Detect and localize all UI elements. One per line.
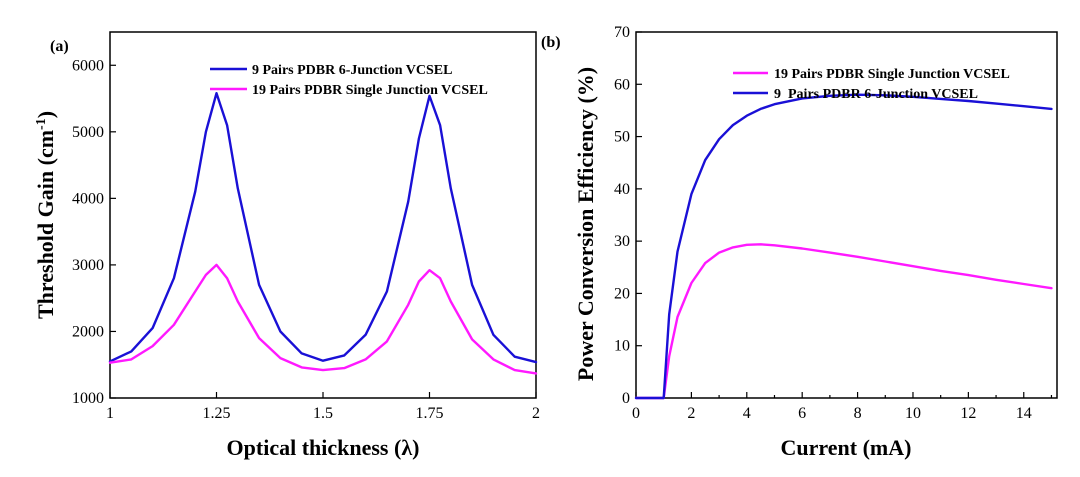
y-tick-label-b-2: 20: [614, 285, 630, 302]
y-tick-label-a-0: 1000: [72, 390, 104, 407]
x-tick-label-a-3: 1.75: [416, 405, 444, 422]
x-tick-label-b-6: 12: [960, 405, 976, 422]
plot-frame-b: [635, 31, 1058, 399]
y-axis-title-a-end: ): [33, 111, 58, 118]
series-line-a-1: [108, 263, 538, 375]
y-tick-label-a-5: 6000: [72, 57, 104, 74]
y-tick-label-b-7: 70: [614, 24, 630, 41]
y-axis-title-a: Threshold Gain (cm-1): [33, 111, 58, 319]
x-tick-label-b-1: 2: [687, 405, 695, 422]
y-tick-label-b-5: 50: [614, 129, 630, 146]
y-axis-title-a-sup: -1: [34, 118, 49, 130]
panel-label-b: (b): [541, 34, 561, 51]
legend-a: 9 Pairs PDBR 6-Junction VCSEL 19 Pairs PD…: [210, 63, 488, 98]
y-tick-label-b-6: 60: [614, 76, 630, 93]
x-tick-label-a-1: 1.25: [203, 405, 231, 422]
panel-label-a: (a): [50, 38, 69, 55]
legend-b: 19 Pairs PDBR Single Junction VCSEL 9 Pai…: [733, 67, 1010, 102]
legend-label-b-0: 19 Pairs PDBR Single Junction VCSEL: [774, 67, 1010, 82]
y-tick-label-b-1: 10: [614, 338, 630, 355]
x-tick-label-b-7: 14: [1016, 405, 1032, 422]
ticks-a: 1 1.25 1.5 1.75 2 1000 2000 3000 4000 5000 6000: [72, 57, 540, 422]
x-tick-label-b-3: 6: [798, 405, 806, 422]
y-tick-label-b-3: 30: [614, 233, 630, 250]
series-line-b-1: [634, 93, 1053, 400]
y-tick-label-a-4: 5000: [72, 124, 104, 141]
legend-label-b-1: 9 Pairs PDBR 6-Junction VCSEL: [774, 87, 978, 102]
y-tick-label-a-1: 2000: [72, 323, 104, 340]
y-tick-label-b-0: 0: [622, 390, 630, 407]
x-tick-label-a-4: 2: [532, 405, 540, 422]
y-tick-label-b-4: 40: [614, 181, 630, 198]
series-a: [108, 91, 538, 375]
series-line-b-0: [634, 243, 1053, 400]
chart-b: (b) 0 2 4 6 8 10 12 14 0 10 20 30 40 50 60 70 19 Pairs …: [541, 24, 1058, 460]
legend-label-a-1: 19 Pairs PDBR Single Junction VCSEL: [252, 83, 488, 98]
x-tick-label-a-2: 1.5: [313, 405, 333, 422]
x-tick-label-b-0: 0: [632, 405, 640, 422]
y-axis-title-b: Power Conversion Efficiency (%): [573, 67, 598, 381]
x-axis-title-a: Optical thickness (λ): [227, 435, 420, 460]
x-tick-label-b-4: 8: [854, 405, 862, 422]
legend-label-a-0: 9 Pairs PDBR 6-Junction VCSEL: [252, 63, 452, 78]
x-tick-label-b-2: 4: [743, 405, 751, 422]
y-axis-title-a-main: Threshold Gain (cm: [33, 130, 58, 319]
x-axis-title-b: Current (mA): [781, 435, 912, 460]
series-line-a-0: [108, 91, 538, 364]
x-tick-label-a-0: 1: [106, 405, 114, 422]
x-tick-label-b-5: 10: [905, 405, 921, 422]
y-tick-label-a-3: 4000: [72, 190, 104, 207]
series-b: [634, 93, 1053, 400]
chart-a: (a) 1 1.25 1.5 1.75 2 1000 2000 3000 4000 5000 600…: [33, 31, 540, 460]
y-tick-label-a-2: 3000: [72, 257, 104, 274]
ticks-b: 0 2 4 6 8 10 12 14 0 10 20 30 40 50 60 70: [614, 24, 1053, 422]
